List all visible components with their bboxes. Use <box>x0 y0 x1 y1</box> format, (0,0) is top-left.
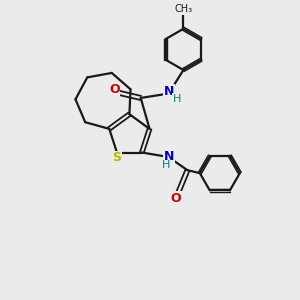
Text: O: O <box>170 192 181 205</box>
Text: CH₃: CH₃ <box>174 4 193 14</box>
Text: N: N <box>164 150 174 164</box>
Text: H: H <box>173 94 181 104</box>
Text: O: O <box>109 82 120 96</box>
Text: H: H <box>162 160 170 170</box>
Text: N: N <box>164 85 175 98</box>
Text: S: S <box>112 151 122 164</box>
